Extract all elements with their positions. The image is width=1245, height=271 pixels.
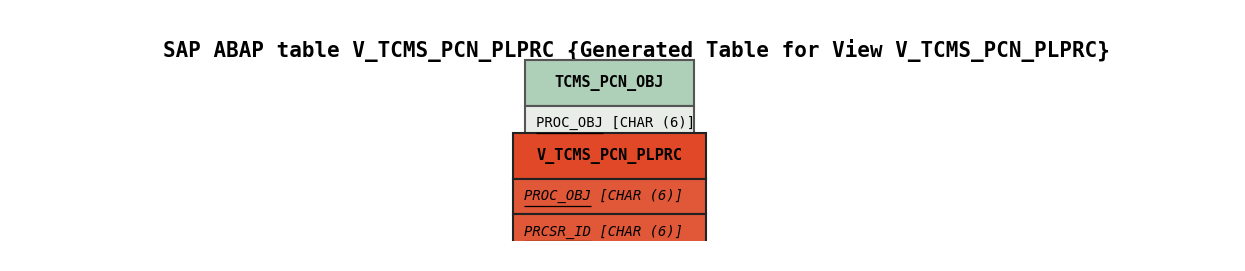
Text: PROC_OBJ [CHAR (6)]: PROC_OBJ [CHAR (6)] — [524, 189, 684, 204]
Text: V_TCMS_PCN_PLPRC: V_TCMS_PCN_PLPRC — [537, 148, 682, 164]
Bar — [524, 105, 693, 141]
Bar — [513, 133, 706, 179]
Text: TCMS_PCN_OBJ: TCMS_PCN_OBJ — [554, 75, 664, 91]
Bar — [524, 60, 693, 105]
Bar — [513, 214, 706, 250]
Text: PRCSR_ID [CHAR (6)]: PRCSR_ID [CHAR (6)] — [524, 225, 684, 239]
Text: SAP ABAP table V_TCMS_PCN_PLPRC {Generated Table for View V_TCMS_PCN_PLPRC}: SAP ABAP table V_TCMS_PCN_PLPRC {Generat… — [163, 39, 1111, 62]
Text: PROC_OBJ [CHAR (6)]: PROC_OBJ [CHAR (6)] — [537, 116, 696, 130]
Bar — [513, 179, 706, 214]
